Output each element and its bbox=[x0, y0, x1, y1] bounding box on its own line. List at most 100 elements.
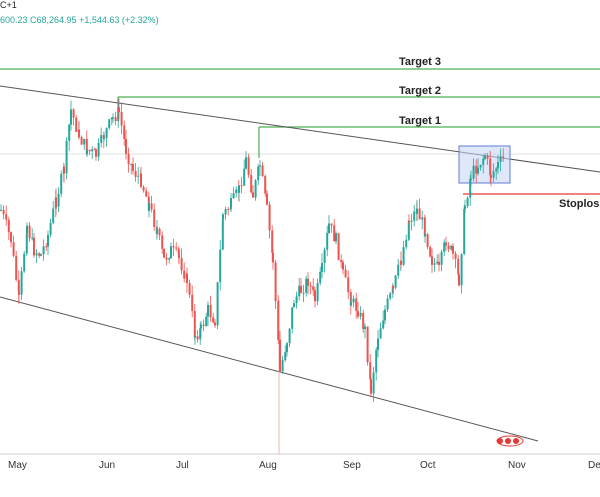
candle-body bbox=[413, 211, 416, 221]
candle-body bbox=[52, 208, 55, 223]
candle-body bbox=[372, 372, 375, 394]
candle-body bbox=[375, 350, 378, 373]
candle-body bbox=[479, 164, 482, 168]
candle-body bbox=[458, 274, 460, 286]
candle-body bbox=[369, 362, 372, 380]
candle-body bbox=[408, 220, 410, 222]
candle-body bbox=[350, 302, 352, 306]
candle-body bbox=[402, 247, 405, 265]
candle-body bbox=[20, 271, 23, 295]
candle-body bbox=[80, 137, 83, 145]
candle-body bbox=[443, 242, 446, 252]
candle-body bbox=[72, 109, 75, 118]
candle-body bbox=[364, 326, 366, 330]
candle-body bbox=[281, 360, 284, 372]
candle-body bbox=[438, 261, 440, 265]
x-tick-jun: Jun bbox=[99, 460, 115, 471]
x-tick-dec: De bbox=[588, 460, 600, 471]
candle-body bbox=[209, 304, 212, 318]
candle-body bbox=[75, 117, 78, 132]
candle-body bbox=[17, 279, 20, 293]
candle-body bbox=[340, 259, 343, 263]
candle-body bbox=[125, 139, 127, 155]
candle-body bbox=[120, 111, 123, 126]
candle-body bbox=[272, 252, 274, 263]
candle-body bbox=[15, 255, 18, 280]
lower-trendline[interactable] bbox=[0, 296, 539, 442]
candle-body bbox=[65, 140, 68, 174]
candle-body bbox=[168, 258, 171, 260]
candle-body bbox=[344, 269, 347, 278]
candle-body bbox=[400, 260, 402, 265]
candle-body bbox=[316, 283, 319, 302]
candle-body bbox=[153, 209, 156, 227]
candle-body bbox=[10, 232, 12, 243]
candle-body bbox=[314, 290, 316, 302]
target-2-label: Target 2 bbox=[399, 85, 441, 97]
candle-body bbox=[470, 178, 472, 180]
candle-body bbox=[355, 298, 358, 312]
candle-body bbox=[165, 257, 168, 260]
candle-body bbox=[359, 312, 362, 317]
candle-body bbox=[312, 286, 315, 291]
candle-body bbox=[200, 324, 202, 329]
candle-body bbox=[186, 273, 188, 284]
candle-body bbox=[440, 251, 443, 265]
candle-body bbox=[108, 119, 111, 129]
candle-body bbox=[227, 209, 230, 211]
candle-body bbox=[426, 234, 429, 248]
candle-body bbox=[264, 175, 267, 194]
candle-body bbox=[362, 312, 365, 330]
candle-body bbox=[416, 208, 418, 214]
candle-body bbox=[33, 237, 35, 256]
candle-body bbox=[140, 173, 142, 187]
candle-body bbox=[377, 338, 379, 351]
candle-body bbox=[274, 262, 277, 302]
candle-body bbox=[177, 248, 180, 256]
candle-body bbox=[156, 228, 158, 234]
candle-body bbox=[175, 247, 178, 249]
candle-body bbox=[25, 233, 28, 254]
candle-body bbox=[433, 263, 436, 265]
candle-body bbox=[193, 310, 196, 338]
candle-body bbox=[333, 225, 336, 242]
candle-body bbox=[68, 124, 71, 141]
candle-body bbox=[127, 154, 130, 165]
candle-body bbox=[105, 128, 108, 139]
candle-body bbox=[466, 197, 469, 207]
candle-body bbox=[137, 175, 140, 177]
candle-body bbox=[238, 185, 240, 193]
candle-body bbox=[232, 193, 235, 199]
candle-body bbox=[321, 263, 323, 272]
candle-body bbox=[86, 149, 88, 155]
candle-body bbox=[163, 248, 165, 258]
candle-body bbox=[5, 214, 8, 220]
candle-body bbox=[216, 282, 219, 326]
candle-body bbox=[219, 249, 222, 283]
candle-body bbox=[199, 328, 202, 340]
candle-body bbox=[235, 189, 238, 194]
candle-body bbox=[266, 193, 268, 205]
candle-body bbox=[489, 158, 492, 176]
candle-body bbox=[394, 275, 397, 288]
candle-body bbox=[97, 143, 100, 157]
consolidation-box[interactable] bbox=[458, 145, 511, 184]
candle-body bbox=[158, 228, 161, 236]
candle-body bbox=[452, 245, 454, 254]
candle-body bbox=[250, 174, 253, 193]
candle-body bbox=[18, 292, 20, 295]
x-tick-may: May bbox=[8, 460, 27, 471]
candle-body bbox=[450, 245, 453, 250]
candle-body bbox=[389, 293, 392, 299]
candle-body bbox=[423, 217, 426, 237]
candle-body bbox=[397, 264, 400, 276]
candle-body bbox=[224, 209, 227, 215]
candle-body bbox=[63, 166, 65, 174]
candle-body bbox=[230, 198, 232, 208]
candle-body bbox=[259, 165, 261, 167]
event-marker[interactable] bbox=[496, 435, 524, 447]
candle-body bbox=[492, 171, 495, 178]
stoploss-label: Stoploss bbox=[559, 198, 600, 210]
